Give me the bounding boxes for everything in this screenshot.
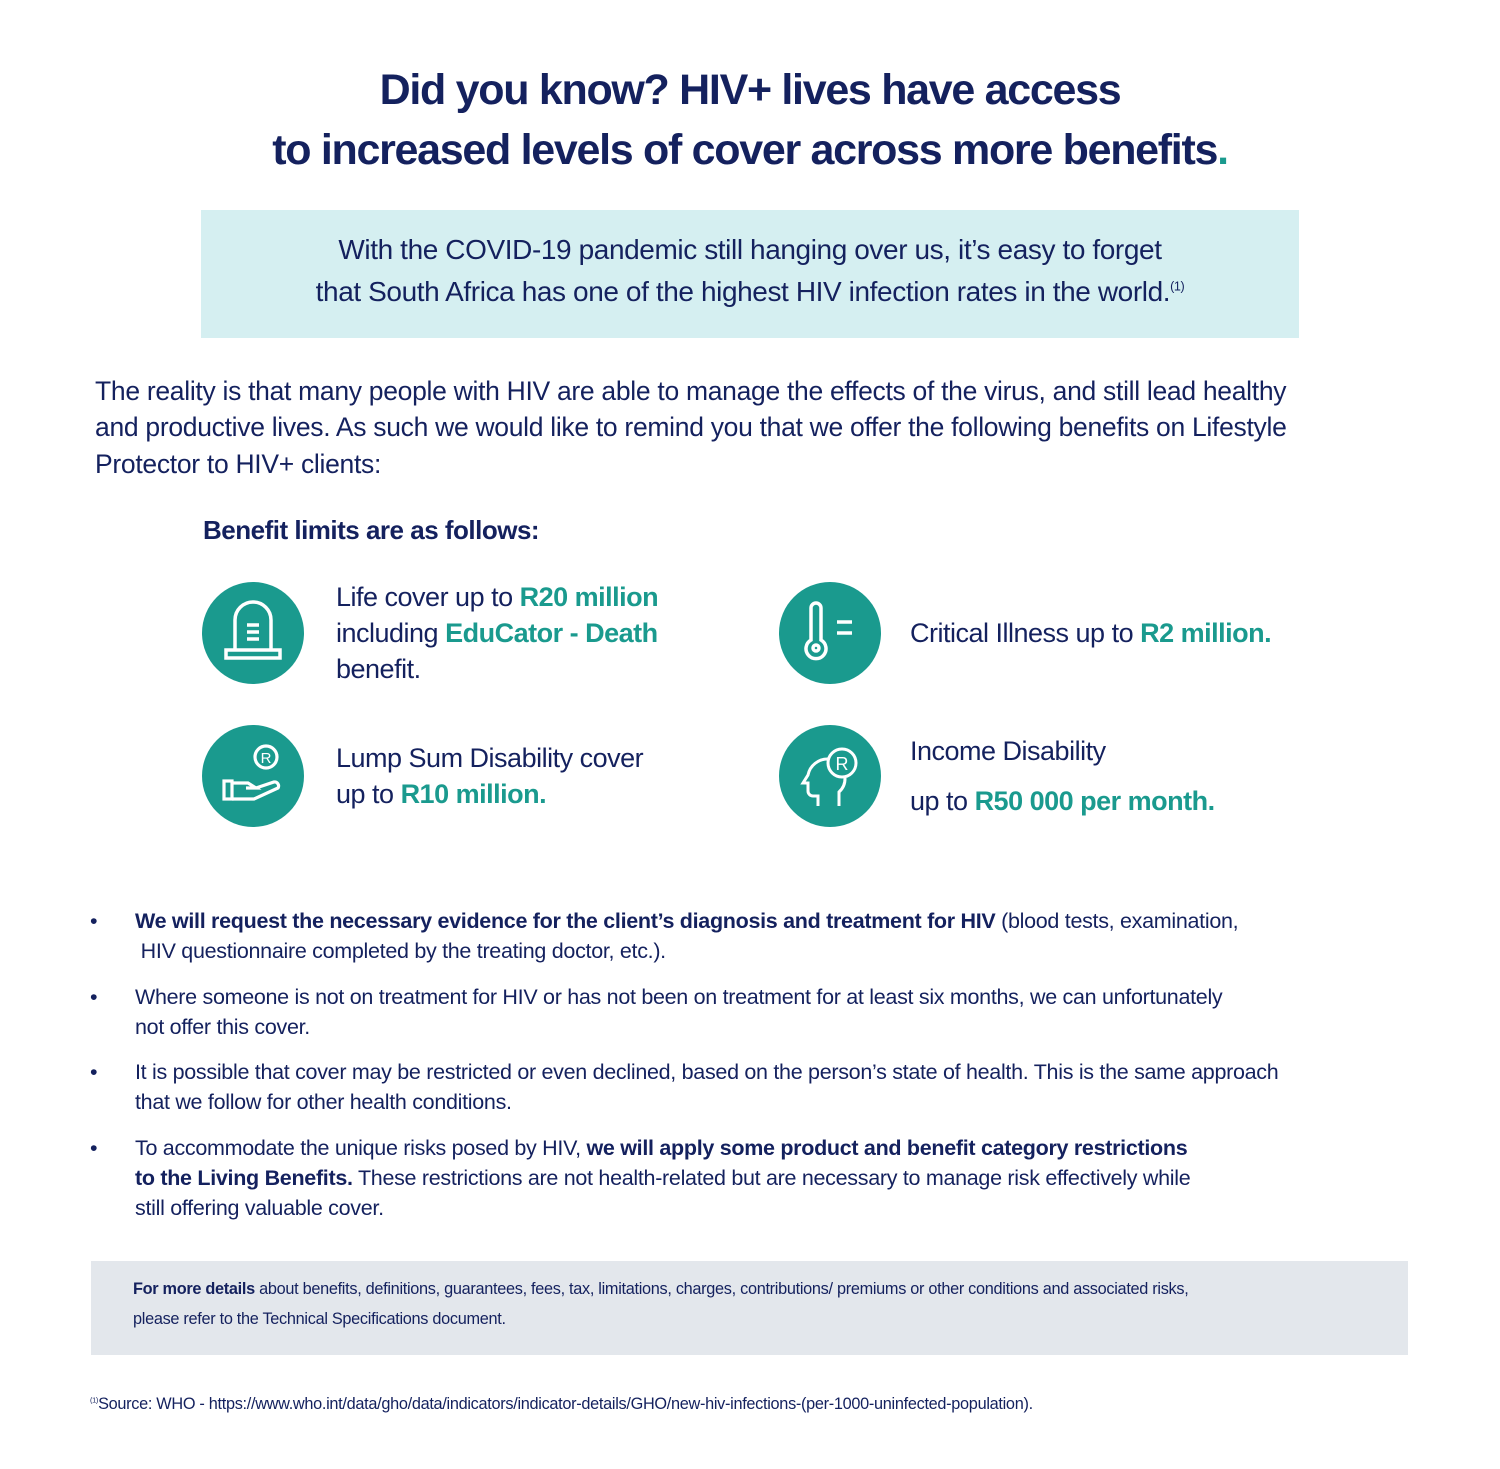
footnote-ref: (1) [90, 1395, 99, 1405]
benefit-income-disability: Income Disability up to R50 000 per mont… [910, 733, 1215, 819]
details-line-2: please refer to the Technical Specificat… [133, 1310, 506, 1328]
bullet-mark: • [90, 1136, 98, 1160]
footnote-ref: (1) [1170, 279, 1185, 294]
body-line-1: The reality is that many people with HIV… [95, 376, 1287, 406]
bullet-bold-text: we will apply some product and benefit c… [586, 1136, 1188, 1160]
bullet-text: (blood tests, examination, [995, 909, 1239, 933]
details-text: about benefits, definitions, guarantees,… [254, 1280, 1189, 1298]
benefit-highlight: EduCator - Death [445, 618, 658, 648]
more-details-box: For more details about benefits, definit… [91, 1261, 1408, 1355]
title-line-1: Did you know? HIV+ lives have access [379, 66, 1122, 114]
benefit-lump-sum-disability: Lump Sum Disability cover up to R10 mill… [336, 740, 644, 812]
intro-line-1: With the COVID-19 pandemic still hanging… [338, 234, 1162, 265]
benefit-text: Critical Illness up to [910, 618, 1141, 648]
title-period: . [1217, 126, 1229, 174]
hand-rand-coin-icon: R [202, 725, 304, 827]
benefit-text: Lump Sum Disability cover [336, 743, 644, 773]
title-text: to increased levels of cover across more… [272, 126, 1218, 174]
bullet-text: not offer this cover. [135, 1015, 310, 1039]
benefit-text: Life cover up to [336, 582, 520, 612]
benefit-text: benefit. [336, 654, 421, 684]
head-rand-icon: R [779, 725, 881, 827]
tombstone-icon [202, 582, 304, 684]
thermometer-icon [779, 582, 881, 684]
source-footnote: (1)Source: WHO - https://www.who.int/dat… [90, 1395, 1033, 1414]
benefit-amount: R50 000 per month. [974, 786, 1216, 816]
benefit-amount: R2 million. [1140, 618, 1272, 648]
details-bold: For more details [133, 1280, 255, 1298]
bullet-bold-text: We will request the necessary evidence f… [135, 909, 996, 933]
bullet-mark: • [90, 1060, 98, 1084]
benefit-text: up to [336, 779, 401, 809]
benefit-life-cover: Life cover up to R20 million including E… [336, 579, 659, 687]
intro-line-2: that South Africa has one of the highest… [201, 276, 1299, 308]
benefit-amount: R10 million. [400, 779, 547, 809]
bullet-text: Where someone is not on treatment for HI… [135, 985, 1223, 1009]
benefit-text: up to [910, 786, 975, 816]
bullet-mark: • [90, 985, 98, 1009]
benefit-text: including [336, 618, 446, 648]
bullet-bold-text: to the Living Benefits. [135, 1166, 353, 1190]
intro-box: With the COVID-19 pandemic still hanging… [201, 210, 1299, 338]
bullet-text: These restrictions are not health-relate… [352, 1166, 1191, 1190]
body-line-3: Protector to HIV+ clients: [95, 449, 382, 479]
benefits-heading: Benefit limits are as follows: [203, 515, 540, 545]
body-line-2: and productive lives. As such we would l… [95, 412, 1287, 442]
bullet-text: To accommodate the unique risks posed by… [135, 1136, 587, 1160]
benefit-critical-illness: Critical Illness up to R2 million. [910, 615, 1272, 651]
bullet-text: It is possible that cover may be restric… [135, 1060, 1279, 1084]
bullet-text: HIV questionnaire completed by the treat… [135, 939, 666, 963]
bullet-text: that we follow for other health conditio… [135, 1090, 512, 1114]
benefit-text: Income Disability [910, 736, 1106, 766]
intro-text: that South Africa has one of the highest… [315, 276, 1171, 307]
source-text: Source: WHO - https://www.who.int/data/g… [98, 1395, 1033, 1413]
svg-text:R: R [836, 754, 849, 774]
title-line-2: to increased levels of cover across more… [0, 126, 1500, 175]
benefit-amount: R20 million [519, 582, 659, 612]
bullet-text: still offering valuable cover. [135, 1196, 384, 1220]
svg-text:R: R [261, 750, 272, 767]
bullet-mark: • [90, 909, 98, 933]
details-line-1: For more details about benefits, definit… [133, 1280, 1189, 1299]
